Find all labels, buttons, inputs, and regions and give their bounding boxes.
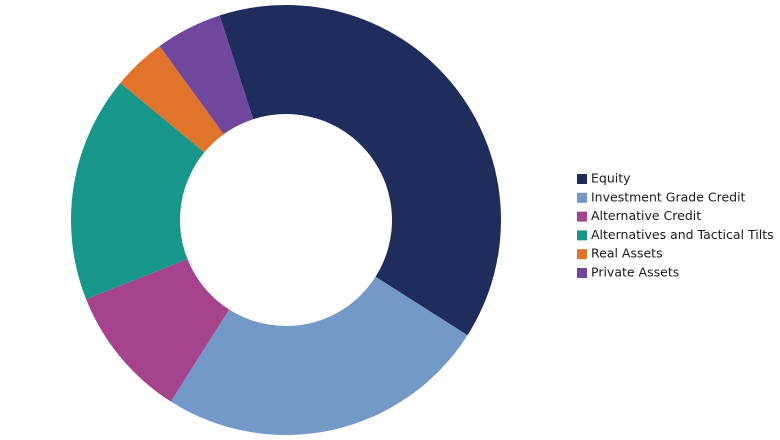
legend-swatch [577, 174, 587, 184]
legend-label: Alternatives and Tactical Tilts [591, 227, 774, 242]
donut-slice [120, 46, 224, 153]
legend-swatch [577, 211, 587, 222]
legend-label: Private Assets [591, 265, 679, 280]
donut-slice [170, 276, 468, 435]
donut-slice [219, 5, 501, 336]
legend-swatch [577, 268, 587, 278]
legend-label: Investment Grade Credit [591, 189, 746, 204]
legend-swatch [577, 192, 587, 203]
legend-swatch [577, 230, 587, 241]
donut-slice [159, 15, 254, 135]
legend-swatch [577, 249, 587, 260]
legend-label: Real Assets [591, 246, 663, 261]
donut-slice [86, 259, 230, 402]
legend-label: Alternative Credit [591, 208, 701, 223]
legend-label: Equity [591, 171, 631, 186]
donut-slice [71, 82, 205, 300]
